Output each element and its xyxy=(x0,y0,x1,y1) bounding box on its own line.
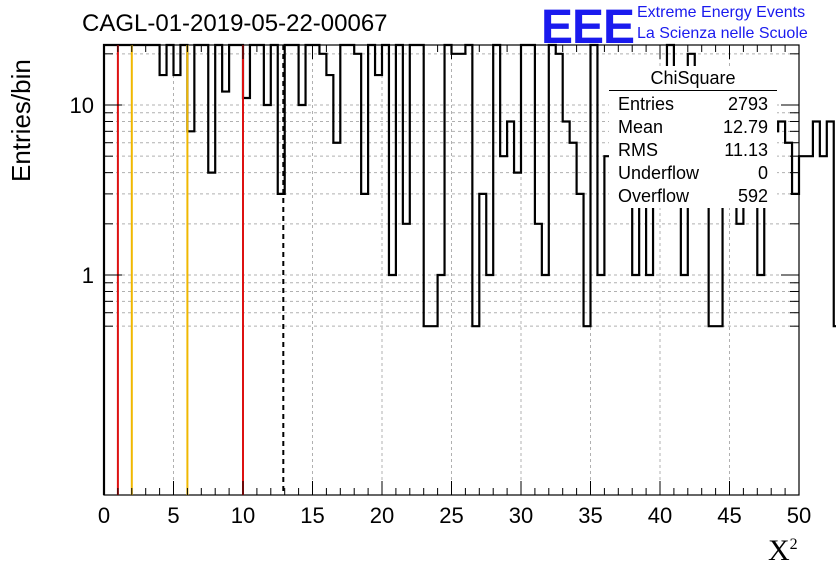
y-axis-label: Entries/bin xyxy=(6,59,36,182)
eee-logo: EEE xyxy=(541,1,635,54)
x-axis-label: X2 xyxy=(768,534,798,567)
logo-line-2: La Scienza nelle Scuole xyxy=(637,25,808,42)
x-tick-label: 5 xyxy=(167,503,179,528)
x-tick-label: 10 xyxy=(231,503,255,528)
y-tick-label: 1 xyxy=(82,263,94,288)
x-tick-label: 40 xyxy=(648,503,672,528)
stats-row-overflow: Overflow 592 xyxy=(618,186,768,206)
x-tick-label: 45 xyxy=(717,503,741,528)
stats-row-mean: Mean 12.79 xyxy=(618,117,768,137)
x-tick-label: 0 xyxy=(98,503,110,528)
x-tick-label: 20 xyxy=(370,503,394,528)
x-tick-label: 25 xyxy=(439,503,463,528)
y-tick-label: 10 xyxy=(70,93,94,118)
stats-row-entries: Entries 2793 xyxy=(618,94,768,114)
logo-line-1: Extreme Energy Events xyxy=(637,4,806,21)
chart-title: CAGL-01-2019-05-22-00067 xyxy=(82,10,388,37)
x-tick-label: 50 xyxy=(787,503,811,528)
histogram-series xyxy=(102,43,836,495)
stats-row-underflow: Underflow 0 xyxy=(618,163,768,183)
x-tick-label: 30 xyxy=(509,503,533,528)
stats-row-rms: RMS 11.13 xyxy=(618,140,768,160)
x-tick-label: 15 xyxy=(300,503,324,528)
stats-box: ChiSquare Entries 2793 Mean 12.79 RMS 11… xyxy=(609,66,777,208)
x-tick-label: 35 xyxy=(578,503,602,528)
stats-title: ChiSquare xyxy=(609,66,777,91)
